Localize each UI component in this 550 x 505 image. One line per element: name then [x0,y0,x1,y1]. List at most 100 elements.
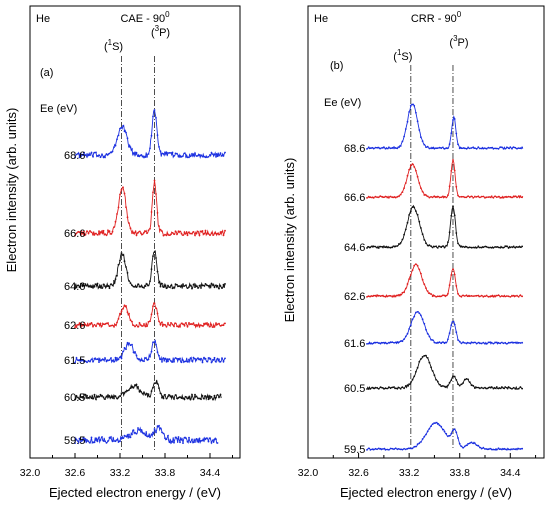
data-point [101,325,103,327]
data-point [426,244,429,247]
data-point [93,323,96,326]
data-point [195,438,198,440]
data-point [408,328,410,330]
data-point [467,246,469,249]
data-point [135,324,138,326]
data-point [388,146,390,149]
data-point [197,154,199,157]
data-point [426,430,429,433]
data-point [379,195,382,198]
data-point [197,287,199,289]
data-point [504,147,507,150]
data-point [463,246,466,249]
data-point [122,307,124,310]
data-point [482,446,485,449]
data-point [377,247,380,249]
data-point [467,146,469,149]
data-point [207,155,210,158]
data-point [93,441,96,444]
data-point [447,384,449,387]
data-point [206,156,208,159]
data-point [462,147,464,150]
data-point [470,246,473,249]
data-point [210,324,213,326]
data-point [143,323,145,325]
data-point [198,325,201,328]
data-point [416,311,419,313]
data-point [509,195,512,198]
data-point [179,230,181,233]
data-point [389,195,392,198]
data-point [162,286,165,288]
data-point [376,246,378,249]
data-point [442,341,444,344]
data-point [197,324,199,326]
data-point [141,359,144,362]
data-point [203,155,205,158]
data-point [381,448,384,450]
data-point [92,397,94,400]
data-point [185,284,187,286]
data-point [507,147,510,150]
data-point [110,396,112,399]
data-point [381,245,384,248]
data-point [415,169,417,172]
data-point [366,388,368,390]
data-point [482,341,485,344]
data-point [435,378,437,381]
data-point [146,232,148,235]
data-point [137,357,139,360]
data-point [509,341,512,344]
data-point [381,195,384,198]
data-point [104,357,106,359]
series-energy-label: 61.5 [64,355,85,367]
data-point [383,387,385,390]
data-point [198,397,201,400]
data-point [474,295,476,297]
data-point [129,227,132,230]
data-point [222,283,225,286]
data-point [369,342,372,345]
data-point [162,153,165,155]
data-point [450,432,453,435]
data-point [147,153,150,155]
data-point [485,147,488,150]
data-point [102,323,105,325]
data-point [215,156,217,158]
data-point [87,324,90,327]
data-point [394,387,397,390]
data-point [499,448,502,450]
data-point [165,287,168,290]
data-point [386,448,389,451]
panel-label: (b) [330,60,343,72]
data-point [495,294,498,297]
data-point [167,395,169,398]
data-point [153,179,156,182]
data-point [457,437,459,439]
data-point [78,322,81,325]
data-point [480,246,483,249]
data-point [186,325,189,328]
data-point [383,245,385,248]
series-energy-label: 60.5 [344,383,365,395]
data-point [90,358,93,361]
data-point [212,153,214,156]
data-point [113,360,115,363]
panel-a: 32.0 32.6 33.2 33.8 34.4 Ejected electron ene… [20,5,241,500]
data-point [195,155,198,157]
data-point [191,360,193,362]
data-point [143,156,145,159]
data-point [453,323,456,326]
data-point [499,146,502,149]
data-point [204,322,207,325]
data-point [125,305,127,307]
data-point [404,448,407,451]
data-point [453,428,456,431]
series-energy-label: 62.6 [344,291,365,303]
data-point [430,147,432,150]
data-point [438,383,441,386]
data-point [519,448,522,450]
data-point [485,448,488,450]
data-point [376,196,378,199]
data-point [126,272,129,274]
